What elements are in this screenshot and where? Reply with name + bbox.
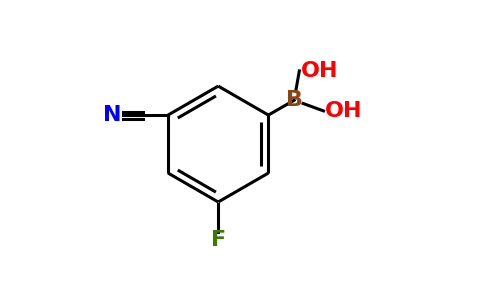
Text: N: N: [103, 105, 121, 125]
Text: F: F: [211, 230, 226, 250]
Text: B: B: [286, 90, 302, 110]
Text: OH: OH: [301, 61, 338, 81]
Text: OH: OH: [325, 101, 363, 121]
